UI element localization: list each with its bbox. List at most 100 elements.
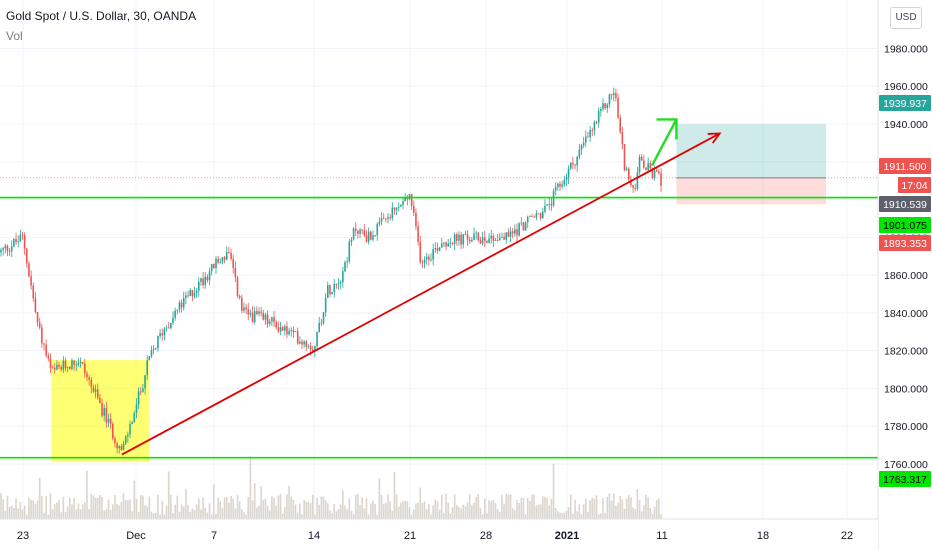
volume-bar [621, 499, 624, 519]
candle-body [589, 129, 591, 138]
volume-bar [284, 506, 286, 519]
candle-body [225, 252, 228, 260]
volume-bar [112, 504, 114, 519]
volume-bar [406, 501, 409, 519]
volume-bar [157, 494, 159, 519]
volume-bar [559, 512, 561, 519]
candle-body [499, 237, 501, 241]
volume-bar [428, 503, 430, 519]
candle-body [266, 314, 269, 324]
candle-body [494, 240, 497, 241]
candle-body [602, 103, 604, 110]
time-tick-label: 2021 [555, 530, 579, 542]
candle-body [346, 261, 348, 263]
candle-body [522, 222, 525, 231]
candle-body [66, 366, 69, 369]
price-label-text: 1763.317 [883, 474, 927, 486]
arrow-shaft [650, 118, 678, 167]
candle-body [43, 343, 45, 345]
candle-body [486, 240, 488, 243]
volume-bar [533, 494, 535, 519]
candle-body [305, 341, 308, 347]
volume-bar [615, 505, 617, 519]
volume-bar [60, 512, 62, 519]
candle-body [174, 310, 176, 318]
candle-body [260, 311, 262, 314]
candle-body [389, 217, 391, 219]
candle-body [342, 271, 344, 283]
candle-body [19, 234, 22, 242]
candle-body [647, 163, 649, 171]
candle-body [191, 289, 194, 297]
candle-body [71, 360, 73, 369]
volume-bar [387, 494, 389, 519]
volume-bar [544, 496, 546, 519]
currency-button[interactable]: USD [890, 7, 922, 29]
volume-bar [378, 478, 381, 519]
candle-body [378, 221, 381, 224]
candle-body [30, 276, 32, 286]
candle-body [79, 362, 82, 364]
volume-bar [509, 494, 512, 519]
volume-bar [466, 502, 469, 519]
volume-bar [13, 508, 15, 519]
candle-body [434, 248, 437, 250]
volume-bar [464, 506, 467, 519]
volume-bar [225, 497, 228, 519]
candle-body [114, 438, 116, 444]
volume-bar [572, 513, 574, 519]
candle-body [23, 235, 26, 249]
volume-bar [30, 499, 32, 519]
candle-body [479, 240, 482, 244]
time-axis[interactable]: 23 Dec 7 14 21 28 2021 11 18 22 [0, 518, 878, 550]
candle-body [460, 234, 462, 245]
time-tick-label: 18 [757, 530, 769, 542]
volume-bar [634, 509, 637, 519]
volume-bar [479, 508, 482, 519]
candle-body [339, 282, 342, 284]
candle-body [645, 167, 647, 171]
bullish-arrow[interactable] [650, 118, 678, 167]
candle-body [2, 248, 4, 250]
volume-bar [643, 505, 645, 519]
trendline-arrow[interactable] [121, 132, 722, 456]
candle-body [546, 204, 548, 206]
candle-body [0, 249, 2, 253]
volume-bar [273, 497, 275, 519]
volume-bar [118, 505, 121, 519]
candle-body [380, 218, 383, 222]
candle-body [572, 162, 574, 165]
volume-bar [602, 498, 604, 519]
candle-body [542, 211, 544, 218]
volume-bar [322, 496, 325, 519]
candle-body [569, 162, 572, 169]
volume-bar [483, 498, 486, 519]
candle-body [316, 331, 318, 347]
candle-body [550, 204, 553, 206]
candle-body [483, 237, 486, 241]
candle-body [202, 278, 204, 286]
volume-bar [404, 500, 406, 519]
candle-body [531, 216, 533, 217]
volume-bar [19, 502, 22, 519]
candle-body [451, 243, 454, 245]
candle-body [275, 322, 277, 328]
volume-bar [215, 513, 217, 519]
volume-bar [632, 507, 634, 519]
candle-body [273, 317, 275, 323]
candle-body [320, 322, 323, 324]
volume-bar [552, 463, 555, 519]
price-axis[interactable]: 1760.000 1780.000 1800.000 1820.000 1840.000… [877, 0, 932, 550]
volume-bar [419, 487, 422, 519]
volume-bar [34, 503, 37, 519]
candle-body [200, 278, 202, 282]
volume-bar [582, 504, 585, 519]
volume-bar [518, 502, 520, 519]
volume-bar [191, 508, 194, 519]
candle-body [447, 243, 449, 247]
candle-body [567, 168, 570, 178]
candle-body [32, 285, 35, 299]
price-label-text: 1910.539 [883, 199, 927, 211]
candle-body [511, 231, 514, 234]
